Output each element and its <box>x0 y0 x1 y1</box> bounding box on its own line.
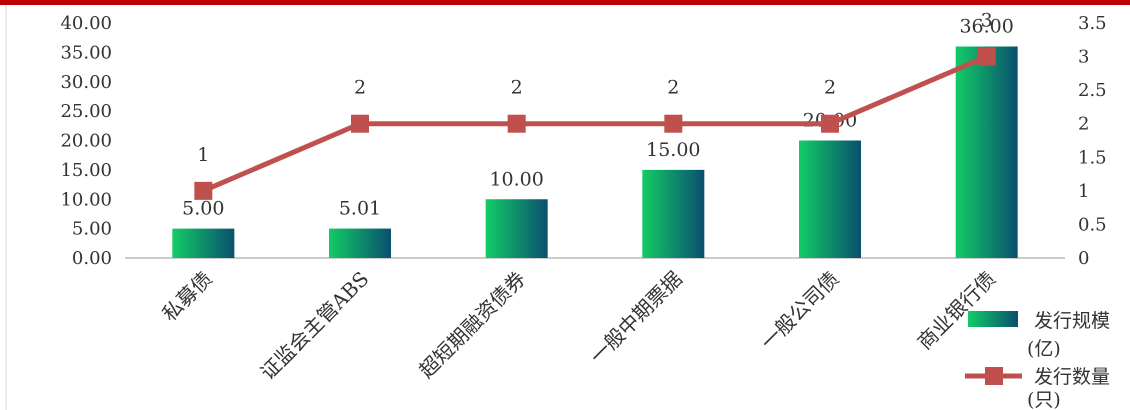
line-value-label: 2 <box>511 77 523 99</box>
bar-value-label: 10.00 <box>489 168 543 190</box>
right-axis-tick-label: 0 <box>1078 248 1089 269</box>
legend-line-label-line1: 发行数量 <box>1034 366 1110 388</box>
right-axis-tick-label: 3.5 <box>1078 13 1107 34</box>
right-axis-tick-label: 1 <box>1078 181 1089 202</box>
line-marker <box>194 181 213 200</box>
bar <box>642 169 705 258</box>
legend-bar-swatch <box>968 311 1018 327</box>
line-value-label: 1 <box>197 144 209 166</box>
line-value-label: 2 <box>824 77 836 99</box>
bar-value-label: 36.00 <box>959 16 1013 38</box>
right-axis-tick-label: 0.5 <box>1078 214 1107 235</box>
bar-value-label: 5.00 <box>182 198 224 220</box>
legend-bar-label-line2: (亿) <box>1027 338 1061 360</box>
series-line <box>202 54 988 194</box>
right-axis-tick-label: 1.5 <box>1078 147 1107 168</box>
bar-series <box>172 46 1018 258</box>
right-axis-tick-label: 2 <box>1078 114 1089 135</box>
left-axis-tick-label: 5.00 <box>72 219 112 240</box>
line-marker <box>977 47 996 66</box>
category-label: 一般中期票据 <box>585 267 687 369</box>
bar-value-label: 5.01 <box>339 198 381 220</box>
bar <box>485 199 548 258</box>
left-axis-tick-label: 35.00 <box>60 42 112 63</box>
line-marker <box>351 114 369 133</box>
right-axis-tick-label: 2.5 <box>1078 80 1107 101</box>
category-label: 私募债 <box>157 267 216 326</box>
left-axis-tick-label: 0.00 <box>72 248 112 269</box>
right-axis-tick-label: 3 <box>1078 47 1089 68</box>
line-marker <box>507 114 526 133</box>
top-border <box>0 0 1130 5</box>
legend-bar-label-line1: 发行规模 <box>1034 310 1110 332</box>
line-series <box>194 47 996 200</box>
category-label: 一般公司债 <box>756 267 844 355</box>
right-axis: 0 0.5 1 1.5 2 2.5 3 3.5 <box>1078 13 1107 269</box>
line-value-label: 3 <box>981 10 993 32</box>
category-label: 超短期融资债券 <box>414 267 530 383</box>
left-axis-tick-label: 20.00 <box>60 131 112 152</box>
bar <box>799 140 861 258</box>
bar <box>955 46 1018 258</box>
bar <box>329 228 391 258</box>
category-label: 证监会主管ABS <box>256 267 374 385</box>
line-value-label: 2 <box>354 77 366 99</box>
line-data-labels: 1 2 2 2 2 3 <box>197 10 992 166</box>
category-label: 商业银行债 <box>913 267 1001 355</box>
legend-line-label-line2: (只) <box>1027 389 1061 410</box>
left-axis-tick-label: 30.00 <box>60 72 112 93</box>
bar-value-label: 15.00 <box>646 139 700 161</box>
legend: 发行规模 (亿) 发行数量(只) <box>965 310 1110 410</box>
left-axis-tick-label: 40.00 <box>60 13 112 34</box>
legend-line-marker <box>985 367 1003 385</box>
line-value-label: 2 <box>667 77 679 99</box>
left-axis-tick-label: 10.00 <box>60 189 112 210</box>
left-axis-tick-label: 25.00 <box>60 101 112 122</box>
line-marker <box>664 114 683 133</box>
left-axis: 0.00 5.00 10.00 15.00 20.00 25.00 30.00 35.00 40… <box>60 13 112 269</box>
left-axis-tick-label: 15.00 <box>60 160 112 181</box>
line-marker <box>821 114 839 133</box>
category-labels: 私募债 证监会主管ABS 超短期融资债券 一般中期票据 一般公司债 商业银行债 <box>157 267 1000 385</box>
bar <box>172 228 235 258</box>
